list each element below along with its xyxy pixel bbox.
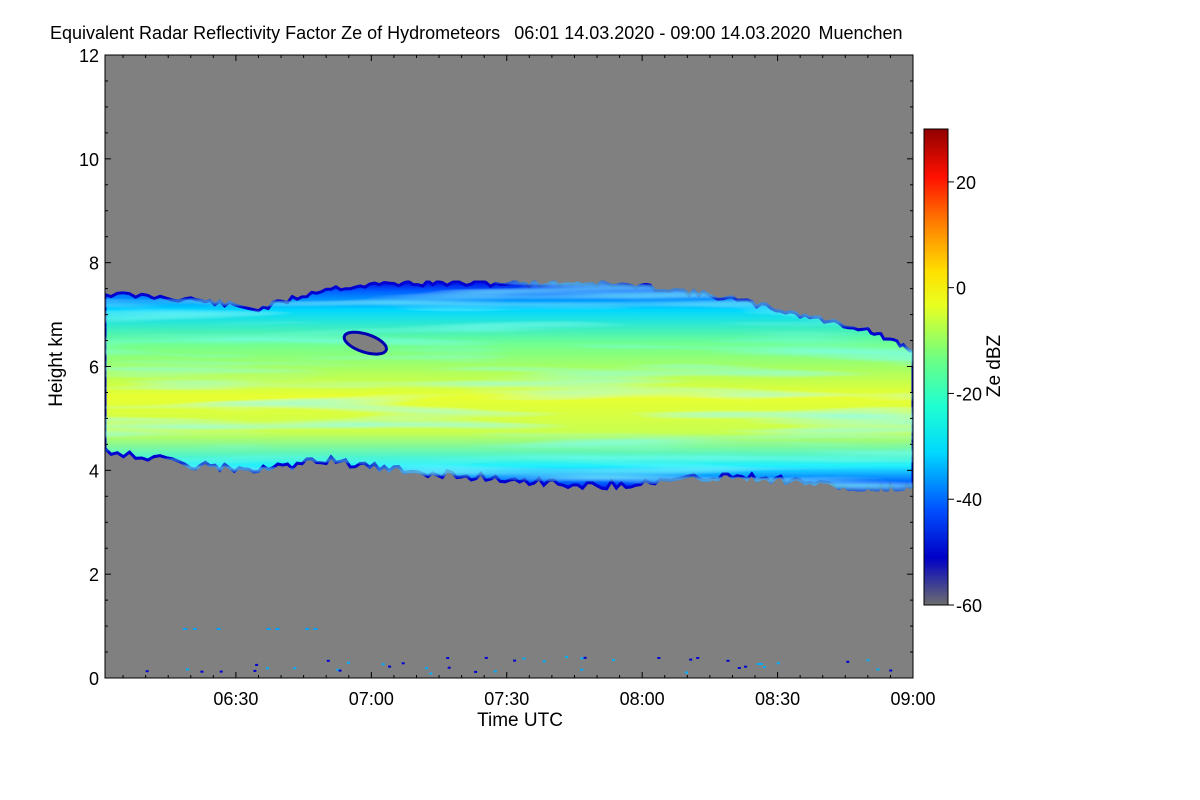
speckle — [759, 663, 763, 665]
y-tick-label-1: 2 — [89, 565, 99, 585]
speckle — [381, 663, 385, 666]
speckle — [347, 661, 350, 664]
y-tick-label-3: 6 — [89, 358, 99, 378]
y-tick-label-0: 0 — [89, 669, 99, 689]
colorbar-axis: -60 -40 -20 0 20 — [948, 173, 982, 616]
y-tick-label-2: 4 — [89, 461, 99, 481]
cloud-layer-group — [103, 278, 915, 494]
y-tick-label-5: 10 — [79, 150, 99, 170]
speckle — [266, 667, 269, 670]
speckle — [726, 659, 730, 662]
speckle — [889, 669, 893, 672]
speckle — [522, 657, 526, 660]
speckle — [425, 667, 428, 670]
speckle — [336, 668, 340, 671]
speckle — [696, 657, 700, 659]
speckle — [388, 665, 392, 668]
speckle — [689, 658, 693, 661]
speckle — [446, 657, 450, 659]
colorbar-tick-label-2: -20 — [956, 384, 982, 404]
x-axis-label: Time UTC — [477, 710, 563, 731]
speckle — [542, 660, 546, 663]
cloud-gap — [342, 330, 388, 356]
speckle — [685, 671, 688, 674]
speckle — [145, 670, 149, 673]
y-tick-label-4: 8 — [89, 254, 99, 274]
speckle — [657, 657, 661, 659]
speckle — [266, 628, 271, 630]
x-axis: 06:30 07:00 07:30 08:00 08:30 09:00 — [122, 55, 936, 709]
speckle — [744, 665, 748, 668]
speckle — [580, 657, 584, 660]
speckle — [583, 656, 587, 659]
speckle — [338, 669, 342, 672]
speckle — [737, 667, 741, 669]
colorbar-tick-label-1: -40 — [956, 490, 982, 510]
speckle — [219, 670, 223, 673]
colorbar-label: Ze dBZ — [984, 334, 1005, 397]
speckle — [293, 667, 297, 670]
speckle — [253, 669, 257, 672]
speckle — [565, 656, 569, 658]
x-tick-label-3: 08:00 — [620, 689, 665, 709]
cloud-layer — [103, 278, 915, 494]
colorbar — [923, 128, 949, 606]
x-tick-label-4: 08:30 — [755, 689, 800, 709]
colorbar-tick-label-3: 0 — [956, 279, 966, 299]
speckle — [401, 662, 405, 665]
speckle — [200, 670, 204, 673]
speckle — [612, 658, 615, 661]
x-tick-label-0: 06:30 — [213, 689, 258, 709]
speckle — [513, 659, 517, 662]
x-tick-label-1: 07:00 — [349, 689, 394, 709]
colorbar-tick-label-4: 20 — [956, 173, 976, 193]
speckle — [493, 670, 497, 673]
x-tick-label-2: 07:30 — [484, 689, 529, 709]
speckle — [447, 666, 451, 669]
speckle — [763, 666, 766, 669]
colorbar-tick-label-0: -60 — [956, 596, 982, 616]
speckle — [305, 628, 310, 630]
chart-title: Equivalent Radar Reflectivity Factor Ze … — [50, 23, 903, 43]
noise-speckles — [145, 628, 893, 675]
speckle — [580, 668, 584, 671]
speckle — [192, 628, 197, 630]
speckle — [216, 628, 221, 630]
y-axis-label: Height km — [46, 321, 67, 407]
speckle — [326, 659, 330, 662]
speckle — [846, 660, 850, 663]
speckle — [313, 628, 318, 630]
speckle — [429, 672, 433, 675]
speckle — [756, 663, 760, 666]
speckle — [776, 662, 780, 665]
x-tick-label-5: 09:00 — [890, 689, 935, 709]
y-axis: 0 2 4 6 8 10 12 — [79, 46, 913, 689]
speckle — [876, 668, 880, 671]
y-tick-label-6: 12 — [79, 46, 99, 66]
speckle — [275, 628, 280, 630]
speckle — [474, 670, 478, 673]
speckle — [186, 668, 189, 671]
speckle — [484, 656, 488, 659]
speckle — [183, 628, 188, 630]
speckle — [866, 659, 870, 662]
speckle — [255, 663, 259, 666]
